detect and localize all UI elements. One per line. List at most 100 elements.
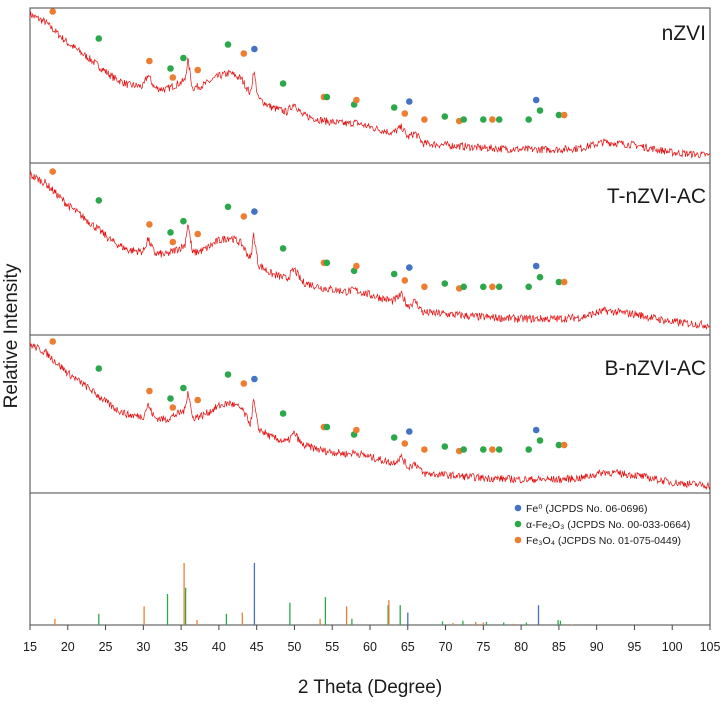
phase-marker-3-22 xyxy=(460,446,468,453)
x-tick-label-9: 55 xyxy=(325,640,339,654)
phase-marker-1-17 xyxy=(401,110,409,117)
panel-label-1: nZVI xyxy=(662,22,706,45)
phase-marker-3-30 xyxy=(560,441,568,449)
phase-marker-2-2 xyxy=(95,197,103,204)
phase-marker-1-10 xyxy=(251,45,258,53)
phase-markers xyxy=(49,8,568,455)
phase-marker-2-25 xyxy=(495,283,503,291)
phase-marker-3-9 xyxy=(240,380,248,387)
phase-marker-2-4 xyxy=(167,229,174,236)
phase-marker-3-18 xyxy=(406,428,413,435)
phase-marker-1-13 xyxy=(323,93,331,101)
phase-marker-3-8 xyxy=(224,371,232,378)
phase-marker-2-3 xyxy=(146,221,153,228)
legend-marker-1 xyxy=(514,504,522,512)
phase-marker-3-11 xyxy=(279,410,287,417)
phase-marker-2-29 xyxy=(555,278,563,286)
x-tick-label-4: 30 xyxy=(136,640,150,654)
phase-marker-3-16 xyxy=(390,434,398,441)
pattern-line-1 xyxy=(29,11,711,159)
x-tick-label-3: 25 xyxy=(99,640,113,654)
phase-marker-1-2 xyxy=(95,35,103,42)
x-tick-label-8: 50 xyxy=(287,640,301,654)
phase-marker-1-20 xyxy=(441,113,449,120)
x-tick-label-10: 60 xyxy=(363,640,377,654)
phase-marker-3-3 xyxy=(146,387,153,395)
phase-marker-3-20 xyxy=(441,443,449,450)
phase-marker-3-6 xyxy=(180,384,187,392)
phase-marker-3-2 xyxy=(95,365,103,372)
legend-marker-3 xyxy=(514,536,522,544)
panel-label-3: B-nZVI-AC xyxy=(604,357,706,380)
phase-marker-2-5 xyxy=(169,238,177,246)
reference-sticks xyxy=(54,563,573,625)
phase-marker-3-24 xyxy=(489,446,496,453)
phase-marker-3-23 xyxy=(480,446,487,453)
phase-marker-1-15 xyxy=(353,96,360,104)
phase-marker-2-10 xyxy=(251,208,258,215)
x-tick-label-11: 65 xyxy=(401,640,415,654)
legend: Fe⁰ (JCPDS No. 06-0696) α-Fe₂O₃ (JCPDS No… xyxy=(514,503,690,547)
panel-dividers xyxy=(30,162,710,494)
legend-entry-3: Fe₃O₄ (JCPDS No. 01-075-0449) xyxy=(526,535,681,547)
phase-marker-1-23 xyxy=(480,116,487,123)
phase-marker-2-27 xyxy=(532,262,540,270)
phase-marker-2-24 xyxy=(489,283,496,291)
phase-marker-2-23 xyxy=(480,283,487,291)
phase-marker-1-1 xyxy=(49,8,56,15)
phase-marker-1-28 xyxy=(536,107,544,114)
phase-marker-3-15 xyxy=(353,426,360,434)
x-tick-label-7: 45 xyxy=(250,640,264,654)
phase-marker-2-15 xyxy=(353,262,360,270)
phase-marker-1-22 xyxy=(460,116,468,123)
x-tick-label-13: 75 xyxy=(476,640,490,654)
phase-marker-1-26 xyxy=(525,116,532,123)
phase-marker-1-19 xyxy=(421,116,428,123)
phase-marker-2-13 xyxy=(323,259,331,267)
phase-marker-3-25 xyxy=(495,446,503,453)
panel-label-2: T-nZVI-AC xyxy=(607,185,706,208)
phase-marker-2-6 xyxy=(180,217,187,225)
phase-marker-1-18 xyxy=(406,98,413,105)
phase-marker-2-16 xyxy=(390,270,398,278)
x-tick-label-2: 20 xyxy=(61,640,75,654)
x-tick-label-15: 85 xyxy=(552,640,566,654)
phase-marker-2-1 xyxy=(49,168,56,175)
phase-marker-2-28 xyxy=(536,273,544,281)
phase-marker-3-13 xyxy=(323,423,331,431)
plot-frame xyxy=(29,7,711,626)
phase-marker-3-28 xyxy=(536,437,544,444)
phase-marker-2-18 xyxy=(406,264,413,271)
x-tick-label-5: 35 xyxy=(174,640,188,654)
x-tick-label-12: 70 xyxy=(439,640,453,654)
phase-marker-2-7 xyxy=(194,230,201,238)
phase-marker-3-4 xyxy=(167,395,174,402)
phase-marker-3-29 xyxy=(555,441,563,449)
x-tick-label-17: 95 xyxy=(627,640,641,654)
phase-marker-3-17 xyxy=(401,440,409,447)
phase-marker-2-30 xyxy=(560,278,568,286)
phase-marker-1-25 xyxy=(495,116,503,123)
phase-marker-3-19 xyxy=(421,446,428,453)
phase-marker-1-27 xyxy=(532,96,540,104)
phase-marker-1-6 xyxy=(180,54,187,62)
x-tick-label-1: 15 xyxy=(23,640,37,654)
xrd-patterns xyxy=(29,11,711,491)
phase-marker-3-27 xyxy=(532,426,540,434)
x-tick-label-16: 90 xyxy=(590,640,604,654)
phase-marker-1-11 xyxy=(279,80,287,87)
x-axis: 15 20 25 30 35 40 45 50 55 60 65 70 75 80 85 90 95 100 105 xyxy=(23,625,720,654)
phase-marker-1-9 xyxy=(240,50,248,57)
phase-marker-1-7 xyxy=(194,66,201,74)
pattern-line-2 xyxy=(29,170,711,330)
phase-marker-3-26 xyxy=(525,446,532,453)
phase-marker-2-19 xyxy=(421,283,428,291)
phase-marker-1-5 xyxy=(169,74,177,81)
phase-marker-2-26 xyxy=(525,283,532,291)
legend-entry-1: Fe⁰ (JCPDS No. 06-0696) xyxy=(526,503,648,515)
phase-marker-1-29 xyxy=(555,111,563,119)
phase-marker-1-24 xyxy=(489,116,496,123)
legend-entry-2: α-Fe₂O₃ (JCPDS No. 00-033-0664) xyxy=(526,519,690,531)
